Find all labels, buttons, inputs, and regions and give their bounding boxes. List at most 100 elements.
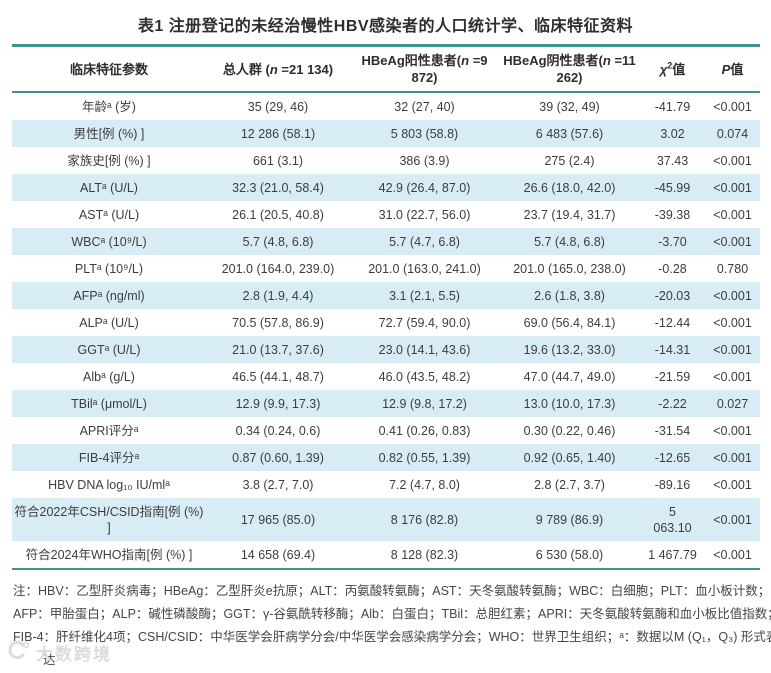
table-footnotes: 注：HBV：乙型肝炎病毒；HBeAg：乙型肝炎e抗原；ALT：丙氨酸转氨酶；AS… xyxy=(13,580,771,672)
cell-hbeag-negative: 275 (2.4) xyxy=(544,153,595,168)
clinical-characteristics-table: 临床特征参数 总人群 (n =21 134) HBeAg阳性患者(n =9 87… xyxy=(11,44,760,570)
col-header-total-population: 总人群 (n =21 134) xyxy=(206,45,350,93)
cell-total-population: 3.8 (2.7, 7.0) xyxy=(242,477,314,492)
cell-hbeag-positive: 42.9 (26.4, 87.0) xyxy=(378,180,471,195)
cell-total-population: 17 965 (85.0) xyxy=(240,512,316,527)
table-row: 符合2022年CSH/CSID指南[例 (%) ] 17 965 (85.0) … xyxy=(11,498,760,541)
cell-hbeag-negative: 69.0 (56.4, 84.1) xyxy=(523,315,616,330)
cell-hbeag-positive: 386 (3.9) xyxy=(399,153,450,168)
cell-total-population: 5.7 (4.8, 6.8) xyxy=(242,234,314,249)
row-parameter-label: PLTᵃ (10⁹/L) xyxy=(74,261,144,276)
n-variable: n xyxy=(602,53,611,68)
cell-chi-square-value: -12.44 xyxy=(654,315,691,330)
header-text: HBeAg阴性患者( xyxy=(503,53,603,68)
header-text: =21 134) xyxy=(277,61,334,77)
col-header-chi-square: χ2值 xyxy=(639,45,706,93)
cell-chi-square-value: -21.59 xyxy=(654,369,691,384)
table-title: 表1 注册登记的未经治慢性HBV感染者的人口统计学、临床特征资料 xyxy=(137,18,634,35)
cell-hbeag-positive: 72.7 (59.4, 90.0) xyxy=(378,315,471,330)
cell-hbeag-negative: 23.7 (19.4, 31.7) xyxy=(523,207,616,222)
cell-hbeag-negative: 19.6 (13.2, 33.0) xyxy=(523,342,616,357)
cell-hbeag-negative: 0.30 (0.22, 0.46) xyxy=(523,423,616,438)
row-parameter-label: ASTᵃ (U/L) xyxy=(78,207,140,222)
col-header-hbeag-positive: HBeAg阳性患者(n =9 872) xyxy=(349,45,500,93)
cell-p-value: <0.001 xyxy=(713,153,752,168)
cell-hbeag-positive: 12.9 (9.8, 17.2) xyxy=(382,396,467,411)
cell-total-population: 70.5 (57.8, 86.9) xyxy=(232,315,324,330)
cell-chi-square-value: -14.31 xyxy=(654,342,691,357)
cell-hbeag-negative: 6 483 (57.6) xyxy=(535,126,604,141)
cell-hbeag-positive: 3.1 (2.1, 5.5) xyxy=(389,288,460,303)
cell-total-population: 2.8 (1.9, 4.4) xyxy=(242,288,314,303)
col-header-parameter: 临床特征参数 xyxy=(11,45,207,93)
cell-p-value: <0.001 xyxy=(713,180,752,195)
col-header-p-value: P值 xyxy=(705,45,760,93)
table-row: AFPᵃ (ng/ml) 2.8 (1.9, 4.4) 3.1 (2.1, 5.… xyxy=(11,282,760,309)
cell-hbeag-positive: 32 (27, 40) xyxy=(394,99,455,114)
table-row: WBCᵃ (10⁹/L) 5.7 (4.8, 6.8) 5.7 (4.7, 6.… xyxy=(11,228,760,255)
cell-total-population: 0.34 (0.24, 0.6) xyxy=(235,423,321,438)
cell-p-value: <0.001 xyxy=(713,342,752,357)
cell-hbeag-positive: 8 176 (82.8) xyxy=(390,512,459,527)
cell-hbeag-negative: 5.7 (4.8, 6.8) xyxy=(534,234,605,249)
row-parameter-label: APRI评分ᵃ xyxy=(79,423,139,438)
table-row: 年龄ᵃ (岁) 35 (29, 46) 32 (27, 40) 39 (32, … xyxy=(12,92,760,120)
table-body: 年龄ᵃ (岁) 35 (29, 46) 32 (27, 40) 39 (32, … xyxy=(11,92,760,569)
table-row: 符合2024年WHO指南[例 (%) ] 14 658 (69.4) 8 128… xyxy=(12,541,760,569)
cell-hbeag-negative: 26.6 (18.0, 42.0) xyxy=(523,180,616,195)
header-text: HBeAg阳性患者( xyxy=(361,53,462,68)
cell-hbeag-negative: 0.92 (0.65, 1.40) xyxy=(523,450,616,465)
cell-p-value: <0.001 xyxy=(713,450,752,465)
table-row: 男性[例 (%) ] 12 286 (58.1) 5 803 (58.8) 6 … xyxy=(11,120,760,147)
cell-total-population: 14 658 (69.4) xyxy=(240,547,316,562)
header-text: 值 xyxy=(672,61,686,77)
cell-hbeag-negative: 6 530 (58.0) xyxy=(535,547,604,562)
row-parameter-label: ALPᵃ (U/L) xyxy=(79,315,139,330)
cell-chi-square-value: -45.99 xyxy=(654,180,691,195)
cell-chi-square-value: -39.38 xyxy=(654,207,691,222)
chi-symbol: χ xyxy=(659,61,668,77)
cell-p-value: <0.001 xyxy=(713,369,752,384)
cell-hbeag-negative: 47.0 (44.7, 49.0) xyxy=(523,369,616,384)
row-parameter-label: WBCᵃ (10⁹/L) xyxy=(71,234,147,249)
cell-total-population: 46.5 (44.1, 48.7) xyxy=(232,369,324,384)
cell-hbeag-negative: 201.0 (165.0, 238.0) xyxy=(513,261,626,276)
cell-hbeag-positive: 46.0 (43.5, 48.2) xyxy=(378,369,471,384)
table-row: ASTᵃ (U/L) 26.1 (20.5, 40.8) 31.0 (22.7,… xyxy=(12,201,760,228)
cell-chi-square-value: -31.54 xyxy=(654,423,691,438)
row-parameter-label: 符合2022年CSH/CSID指南[例 (%) ] xyxy=(14,504,204,535)
n-variable: n xyxy=(269,61,278,77)
cell-p-value: <0.001 xyxy=(713,234,752,249)
chi-superscript: 2 xyxy=(667,60,673,71)
cell-hbeag-positive: 5.7 (4.7, 6.8) xyxy=(389,234,460,249)
watermark: 大数跨境 xyxy=(8,640,112,665)
cell-chi-square-value: -41.79 xyxy=(654,99,691,114)
row-parameter-label: TBilᵃ (μmol/L) xyxy=(71,396,147,411)
cell-total-population: 21.0 (13.7, 37.6) xyxy=(232,342,324,357)
table-row: APRI评分ᵃ 0.34 (0.24, 0.6) 0.41 (0.26, 0.8… xyxy=(12,417,760,444)
header-text: =11 262) xyxy=(556,53,636,85)
cell-total-population: 661 (3.1) xyxy=(252,153,304,168)
header-text: =9 872) xyxy=(411,53,488,85)
cell-hbeag-negative: 9 789 (86.9) xyxy=(535,512,604,527)
table-row: FIB-4评分ᵃ 0.87 (0.60, 1.39) 0.82 (0.55, 1… xyxy=(11,444,760,471)
cell-hbeag-positive: 8 128 (82.3) xyxy=(390,547,459,562)
watermark-logo-icon xyxy=(8,640,32,665)
cell-p-value: <0.001 xyxy=(713,315,752,330)
cell-p-value: 0.780 xyxy=(716,261,749,276)
cell-chi-square-value: -20.03 xyxy=(654,288,691,303)
table-row: TBilᵃ (μmol/L) 12.9 (9.9, 17.3) 12.9 (9.… xyxy=(11,390,760,417)
cell-chi-square-value: -12.65 xyxy=(654,450,691,465)
cell-p-value: <0.001 xyxy=(713,99,752,114)
cell-p-value: <0.001 xyxy=(713,423,752,438)
row-parameter-label: 符合2024年WHO指南[例 (%) ] xyxy=(25,547,193,562)
row-parameter-label: 男性[例 (%) ] xyxy=(73,126,145,141)
cell-total-population: 12 286 (58.1) xyxy=(240,126,316,141)
cell-p-value: <0.001 xyxy=(713,512,752,527)
cell-hbeag-positive: 0.41 (0.26, 0.83) xyxy=(378,423,471,438)
cell-p-value: <0.001 xyxy=(713,288,752,303)
footnote-line-continuation: 达 xyxy=(43,653,56,667)
table-header-row: 临床特征参数 总人群 (n =21 134) HBeAg阳性患者(n =9 87… xyxy=(11,45,760,93)
watermark-text: 大数跨境 xyxy=(36,645,112,664)
